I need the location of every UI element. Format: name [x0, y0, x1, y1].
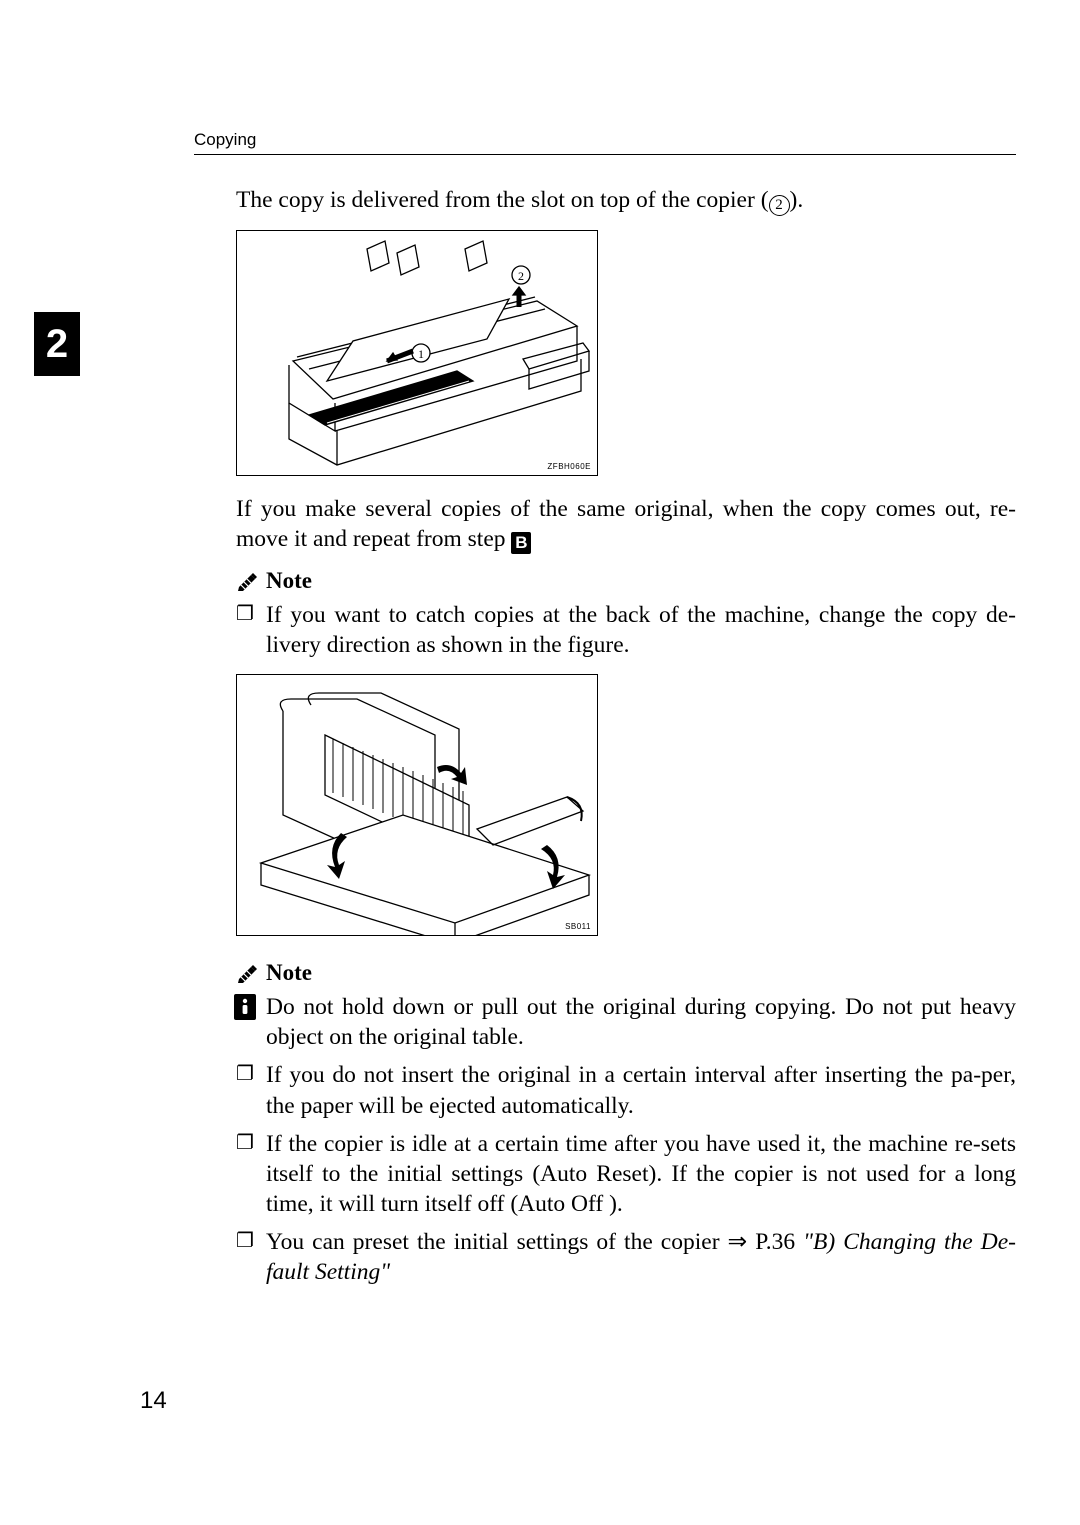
svg-text:1: 1 — [418, 347, 424, 361]
circled-2-inline: 2 — [769, 195, 790, 216]
page-number: 14 — [140, 1387, 167, 1415]
pencil-icon — [236, 570, 260, 592]
note-label: Note — [266, 960, 312, 986]
note1-bullet-1: If you want to catch copies at the back … — [236, 600, 1016, 660]
note1-list: If you want to catch copies at the back … — [236, 600, 1016, 660]
note-heading-1: Note — [236, 568, 1016, 594]
section-label: Copying — [194, 130, 1016, 150]
note-heading-2: Note — [236, 960, 1016, 986]
page-header: Copying — [194, 130, 1016, 155]
info-icon — [234, 994, 256, 1020]
intro-text-a: The copy is delivered from the slot on t… — [236, 187, 769, 213]
note2-bullet-3: If the copier is idle at a certain time … — [236, 1129, 1016, 1219]
after-fig-text: If you make several copies of the same o… — [236, 496, 1016, 552]
figure-ref-2: SB011 — [565, 922, 591, 931]
intro-text-b: ). — [790, 187, 804, 213]
chapter-tab: 2 — [34, 312, 80, 376]
note2-bullet-4: You can preset the initial settings of t… — [236, 1227, 1016, 1287]
header-rule — [194, 154, 1016, 155]
intro-paragraph: The copy is delivered from the slot on t… — [236, 185, 1016, 216]
chapter-number: 2 — [46, 322, 68, 367]
figure-ref-1: ZFBH060E — [547, 462, 591, 471]
note2-bullet-2: If you do not insert the original in a c… — [236, 1060, 1016, 1120]
copier-illustration: 1 2 — [237, 231, 597, 475]
note2-text-a: Do not hold down or pull out the origina… — [266, 994, 1016, 1050]
page: Copying 2 The copy is delivered from the… — [0, 0, 1080, 1525]
content-area: The copy is delivered from the slot on t… — [236, 185, 1016, 1301]
figure-delivery-direction: SB011 — [236, 674, 598, 936]
svg-text:2: 2 — [518, 269, 524, 283]
note-label: Note — [266, 568, 312, 594]
delivery-illustration — [237, 675, 597, 935]
note2-leading-paragraph: Do not hold down or pull out the origina… — [236, 992, 1016, 1052]
note2-b4-a: You can preset the initial settings of t… — [266, 1229, 803, 1255]
after-figure-paragraph: If you make several copies of the same o… — [236, 494, 1016, 554]
note2-list: If you do not insert the original in a c… — [236, 1060, 1016, 1287]
pencil-icon — [236, 962, 260, 984]
step-marker: B — [511, 532, 531, 554]
figure-copier-top: 1 2 ZFBH060E — [236, 230, 598, 476]
